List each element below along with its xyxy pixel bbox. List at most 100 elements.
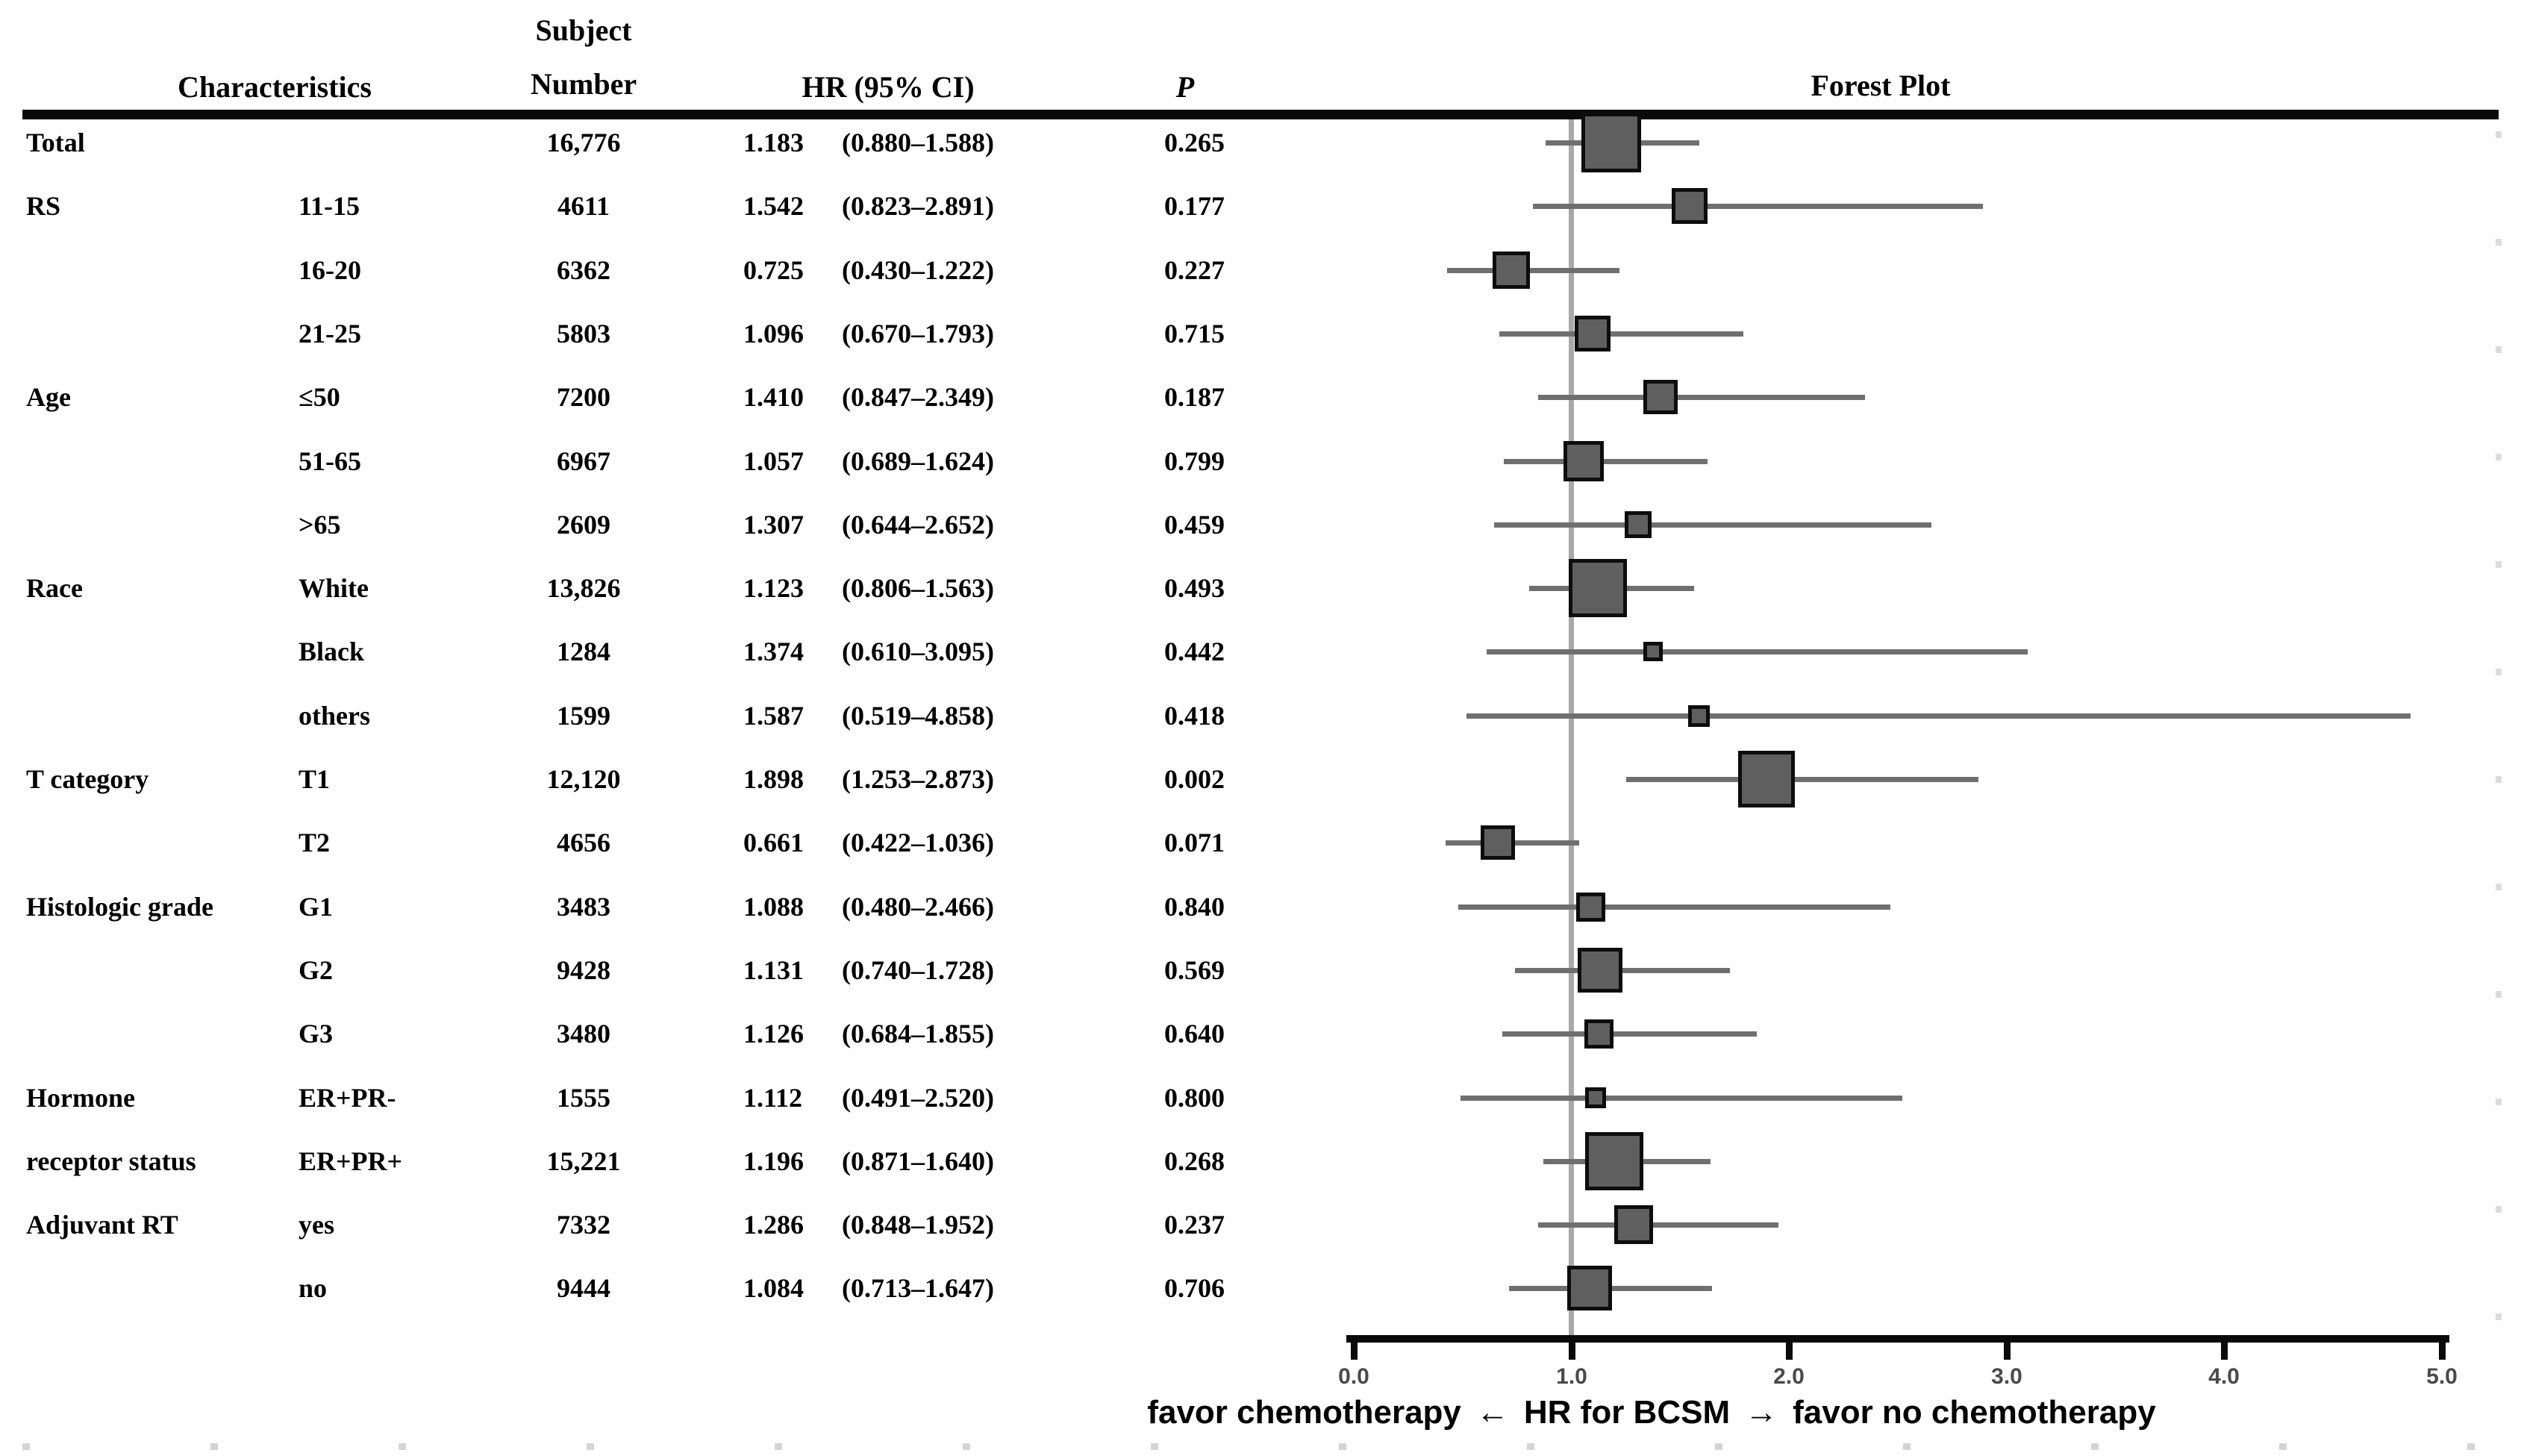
hr-marker [1584,1019,1613,1049]
row-hr-value: 1.374 [743,637,804,666]
row-p-value: 0.442 [1164,637,1225,666]
row-subgroup-label: 16-20 [299,255,361,285]
row-subject-number: 3483 [557,892,610,922]
ci-whisker [1626,777,1978,782]
row-subgroup-label: ER+PR- [299,1083,396,1113]
row-ci-value: (0.491–2.520) [842,1083,994,1113]
row-group-label: T category [26,764,149,794]
row-ci-value: (0.480–2.466) [842,892,994,922]
row-ci-value: (0.684–1.855) [842,1019,994,1049]
row-ci-value: (0.880–1.588) [842,128,994,157]
x-axis-tick [2004,1335,2011,1360]
row-hr-value: 1.542 [743,191,804,221]
row-subject-number: 15,221 [546,1146,621,1176]
row-subject-number: 6967 [557,446,610,476]
row-hr-value: 0.661 [743,828,804,857]
hr-marker [1585,1132,1643,1190]
hr-marker [1614,1205,1653,1244]
row-subgroup-label: G2 [299,955,334,985]
ci-whisker [1461,1096,1902,1101]
row-hr-value: 1.898 [743,764,804,794]
scan-artifact-bottom-edge [22,1443,2485,1450]
row-p-value: 0.706 [1164,1273,1225,1303]
row-subject-number: 5803 [557,319,610,349]
x-axis-tick [2221,1335,2228,1360]
row-ci-value: (0.644–2.652) [842,510,994,540]
row-p-value: 0.840 [1164,892,1225,922]
row-p-value: 0.187 [1164,382,1225,412]
row-hr-value: 1.112 [743,1083,803,1113]
row-group-label: Hormone [26,1083,135,1113]
ci-whisker [1502,1031,1757,1037]
row-subgroup-label: ER+PR+ [299,1146,403,1176]
row-subject-number: 16,776 [546,128,621,157]
row-p-value: 0.493 [1164,573,1225,603]
forest-plot-header: Forest Plot [1811,69,1951,102]
ci-whisker [1515,968,1730,973]
x-axis-tick [1351,1335,1358,1360]
row-hr-value: 1.587 [743,701,804,731]
row-subject-number: 2609 [557,510,610,540]
row-p-value: 0.268 [1164,1146,1225,1176]
p-value-header: P [1175,70,1195,104]
row-group-label: Total [26,128,85,157]
row-subject-number: 12,120 [546,764,621,794]
ci-whisker [1466,713,2411,719]
row-subject-number: 13,826 [546,573,621,603]
x-axis-tick-label: 5.0 [2426,1364,2458,1389]
row-p-value: 0.002 [1164,764,1225,794]
x-axis-tick [2439,1335,2446,1360]
hr-marker [1585,1087,1606,1108]
row-hr-value: 1.084 [743,1273,804,1303]
row-ci-value: (0.740–1.728) [842,955,994,985]
row-p-value: 0.265 [1164,128,1225,157]
row-ci-value: (0.848–1.952) [842,1210,994,1240]
row-hr-value: 1.057 [743,446,804,476]
left-arrow-icon: ← [1475,1394,1509,1431]
hr-marker [1567,1266,1612,1310]
row-group-label: Race [26,573,83,603]
characteristics-header: Characteristics [178,70,372,104]
row-ci-value: (0.670–1.793) [842,319,994,349]
hr-marker [1493,251,1530,289]
row-subject-number: 9428 [557,955,610,985]
row-subgroup-label: Black [299,637,365,666]
row-hr-value: 1.286 [743,1210,804,1240]
row-ci-value: (0.713–1.647) [842,1273,994,1303]
ci-whisker [1458,904,1890,910]
row-ci-value: (1.253–2.873) [842,764,994,794]
row-subject-number: 4611 [557,191,610,221]
ci-whisker [1504,459,1708,464]
row-ci-value: (0.610–3.095) [842,637,994,666]
x-axis-tick-label: 1.0 [1556,1364,1587,1389]
reference-line [1569,119,1574,1339]
row-subgroup-label: T2 [299,828,331,857]
row-subgroup-label: G1 [299,892,334,922]
row-hr-value: 1.196 [743,1146,804,1176]
row-hr-value: 0.725 [743,255,804,285]
row-ci-value: (0.519–4.858) [842,701,994,731]
ci-whisker [1499,331,1743,337]
right-arrow-icon: → [1745,1394,1778,1431]
row-p-value: 0.237 [1164,1210,1225,1240]
x-axis-tick [1786,1335,1793,1360]
row-p-value: 0.177 [1164,191,1225,221]
hr-marker [1575,316,1611,351]
row-group-label: receptor status [26,1146,196,1176]
row-subject-number: 7332 [557,1210,610,1240]
row-ci-value: (0.823–2.891) [842,191,994,221]
row-group-label: Histologic grade [26,892,213,922]
row-subject-number: 6362 [557,255,610,285]
row-subject-number: 4656 [557,828,610,857]
row-subgroup-label: no [299,1273,328,1303]
row-hr-value: 1.307 [743,510,804,540]
hr-ci-header: HR (95% CI) [802,70,975,104]
ci-whisker [1487,649,2028,654]
row-hr-value: 1.096 [743,319,804,349]
ci-whisker [1533,204,1983,209]
row-subgroup-label: others [299,701,370,731]
hr-marker [1672,188,1708,224]
row-hr-value: 1.088 [743,892,804,922]
row-ci-value: (0.871–1.640) [842,1146,994,1176]
row-ci-value: (0.847–2.349) [842,382,994,412]
